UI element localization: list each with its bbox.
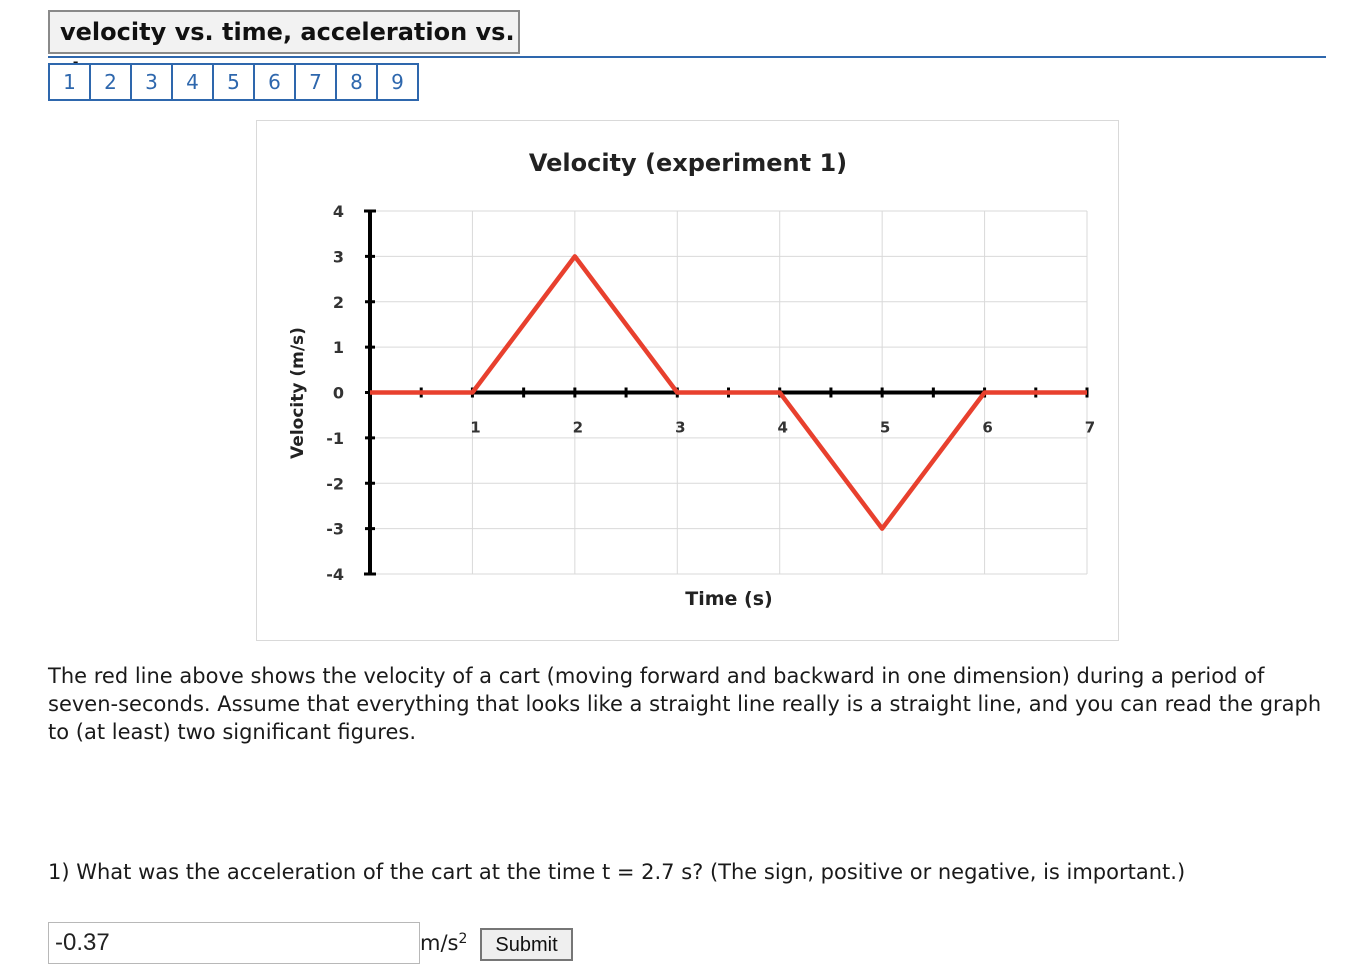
y-tick-label: 1	[333, 338, 344, 357]
y-axis-title: Velocity (m/s)	[288, 327, 308, 459]
page-button-9[interactable]: 9	[376, 63, 419, 101]
page-button-7[interactable]: 7	[294, 63, 337, 101]
x-tick-label: 7	[1085, 419, 1095, 437]
y-tick-label: -2	[326, 474, 344, 493]
page-button-8[interactable]: 8	[335, 63, 378, 101]
velocity-chart-svg: 4 3 2 1 0 -1 -2 -3 -4 1 2 3 4 5 6 7 Velocity (experiment…	[288, 149, 1095, 610]
x-tick-label: 6	[982, 419, 992, 437]
y-tick-label: -3	[326, 520, 344, 539]
y-tick-label: -1	[326, 429, 344, 448]
unit-base: m/s	[420, 931, 459, 955]
y-tick-label: -4	[326, 565, 344, 584]
y-tick-label: 4	[333, 202, 344, 221]
page-button-6[interactable]: 6	[253, 63, 296, 101]
velocity-chart: 4 3 2 1 0 -1 -2 -3 -4 1 2 3 4 5 6 7 Velocity (experiment…	[256, 120, 1119, 641]
x-tick-label: 3	[675, 419, 685, 437]
y-tick-label: 3	[333, 247, 344, 266]
problem-description: The red line above shows the velocity of…	[48, 664, 1322, 744]
x-tick-label: 4	[777, 419, 787, 437]
x-tick-label: 2	[573, 419, 583, 437]
page-button-5[interactable]: 5	[212, 63, 255, 101]
y-tick-label: 2	[333, 293, 344, 312]
answer-unit: m/s2	[420, 928, 467, 958]
module-title-tab: velocity vs. time, acceleration vs. time	[48, 10, 520, 86]
x-axis-title: Time (s)	[685, 588, 772, 610]
page-button-4[interactable]: 4	[171, 63, 214, 101]
question-text: 1) What was the acceleration of the cart…	[48, 860, 1186, 884]
x-tick-label: 5	[880, 419, 890, 437]
page-button-1[interactable]: 1	[48, 63, 91, 101]
title-divider	[48, 56, 1326, 58]
answer-input[interactable]	[48, 922, 420, 964]
chart-title: Velocity (experiment 1)	[529, 149, 847, 177]
velocity-series-line	[370, 254, 1087, 531]
y-tick-label: 0	[333, 384, 344, 403]
x-tick-label: 1	[470, 419, 480, 437]
submit-button[interactable]: Submit	[480, 928, 573, 961]
page-button-3[interactable]: 3	[130, 63, 173, 101]
page-button-2[interactable]: 2	[89, 63, 132, 101]
unit-exponent: 2	[458, 931, 468, 947]
